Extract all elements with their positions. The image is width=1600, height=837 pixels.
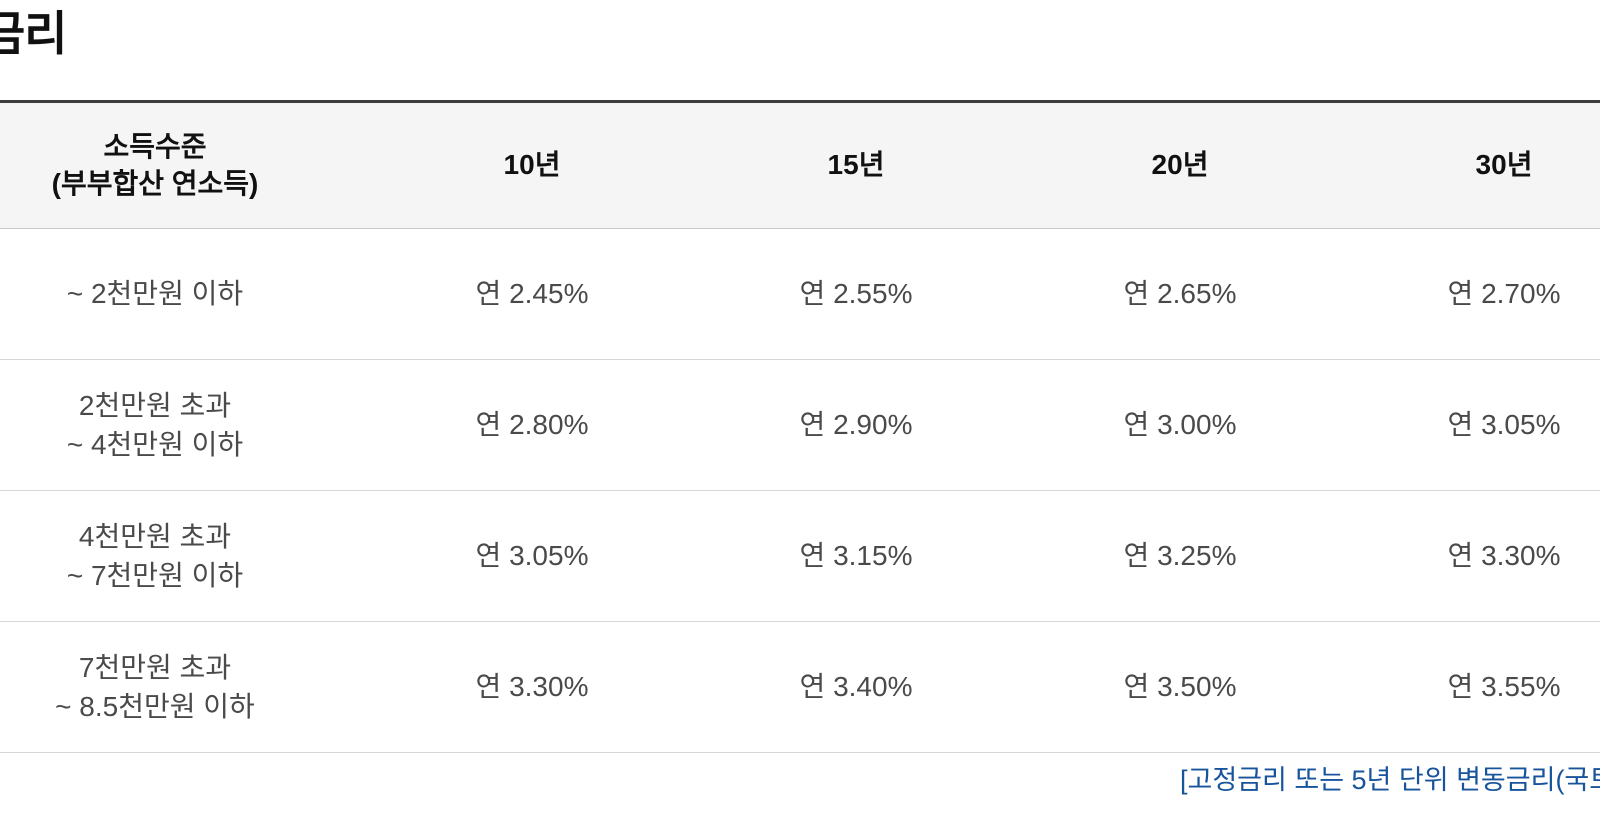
income-level-header-line1: 소득수준 bbox=[103, 131, 207, 163]
income-range-cell: 7천만원 초과 ~ 8.5천만원 이하 bbox=[0, 621, 370, 753]
rate-cell: 연 3.05% bbox=[370, 490, 694, 622]
table-row: 2천만원 초과 ~ 4천만원 이하 연 2.80% 연 2.90% 연 3.00… bbox=[0, 359, 1600, 491]
rate-cell: 연 3.55% bbox=[1342, 621, 1600, 753]
term-header-15y: 15년 bbox=[694, 101, 1018, 229]
rate-cell: 연 3.00% bbox=[1018, 359, 1342, 491]
income-range-line1: 2천만원 초과 bbox=[78, 389, 232, 421]
rate-cell: 연 2.55% bbox=[694, 228, 1018, 360]
header-row: 소득수준 (부부합산 연소득) 10년 15년 20년 30년 bbox=[0, 101, 1600, 229]
income-range-line2: ~ 4천만원 이하 bbox=[66, 429, 244, 460]
rate-cell: 연 3.50% bbox=[1018, 621, 1342, 753]
income-level-header-line2: (부부합산 연소득) bbox=[51, 167, 259, 199]
income-range-cell: 2천만원 초과 ~ 4천만원 이하 bbox=[0, 359, 370, 491]
income-range-cell: ~ 2천만원 이하 bbox=[0, 228, 370, 360]
income-level-header: 소득수준 (부부합산 연소득) bbox=[0, 101, 370, 229]
rate-cell: 연 3.30% bbox=[1342, 490, 1600, 622]
income-range-line1: ~ 2천만원 이하 bbox=[66, 278, 244, 310]
rate-cell: 연 2.70% bbox=[1342, 228, 1600, 360]
table-row: 7천만원 초과 ~ 8.5천만원 이하 연 3.30% 연 3.40% 연 3.… bbox=[0, 621, 1600, 753]
term-header-30y: 30년 bbox=[1342, 101, 1600, 229]
rate-cell: 연 2.90% bbox=[694, 359, 1018, 491]
rate-cell: 연 3.15% bbox=[694, 490, 1018, 622]
rate-cell: 연 2.80% bbox=[370, 359, 694, 491]
income-range-cell: 4천만원 초과 ~ 7천만원 이하 bbox=[0, 490, 370, 622]
page-title: 금리 bbox=[0, 7, 67, 60]
term-header-10y: 10년 bbox=[370, 101, 694, 229]
income-range-line1: 7천만원 초과 bbox=[78, 651, 232, 683]
rate-type-footnote: [고정금리 또는 5년 단위 변동금리(국토교통 bbox=[1180, 765, 1600, 795]
rate-cell: 연 3.40% bbox=[694, 621, 1018, 753]
rate-cell: 연 2.45% bbox=[370, 228, 694, 360]
rate-cell: 연 2.65% bbox=[1018, 228, 1342, 360]
term-header-20y: 20년 bbox=[1018, 101, 1342, 229]
income-range-line1: 4천만원 초과 bbox=[78, 520, 232, 552]
rate-cell: 연 3.25% bbox=[1018, 490, 1342, 622]
rate-cell: 연 3.05% bbox=[1342, 359, 1600, 491]
rate-cell: 연 3.30% bbox=[370, 621, 694, 753]
income-range-line2: ~ 7천만원 이하 bbox=[66, 560, 244, 591]
rates-table: 소득수준 (부부합산 연소득) 10년 15년 20년 30년 ~ 2천만원 이… bbox=[0, 100, 1600, 753]
table-row: 4천만원 초과 ~ 7천만원 이하 연 3.05% 연 3.15% 연 3.25… bbox=[0, 490, 1600, 622]
table-row: ~ 2천만원 이하 연 2.45% 연 2.55% 연 2.65% 연 2.70… bbox=[0, 228, 1600, 360]
income-range-line2: ~ 8.5천만원 이하 bbox=[55, 691, 255, 722]
interest-rate-table-section: 소득수준 (부부합산 연소득) 10년 15년 20년 30년 ~ 2천만원 이… bbox=[0, 100, 1600, 798]
